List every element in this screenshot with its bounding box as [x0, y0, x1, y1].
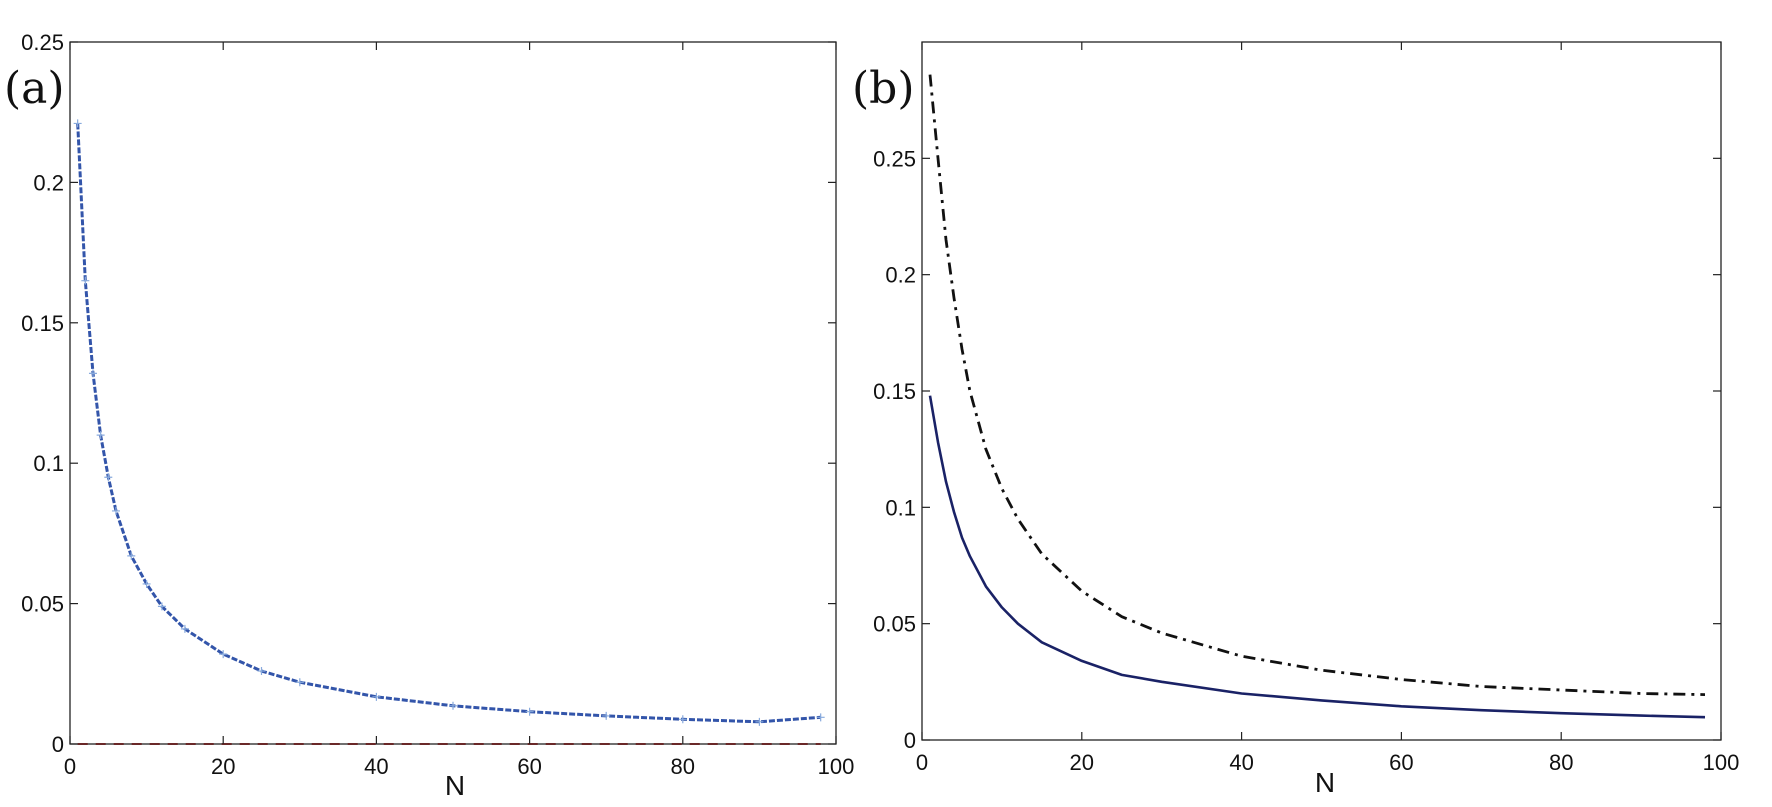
x-axis-label: N — [1315, 767, 1335, 798]
panel-a: 0 20 40 60 80 100 0 0.05 0.1 0.15 0.2 0.25 N (a) — [4, 30, 854, 801]
data-point — [88, 369, 97, 378]
data-point — [127, 551, 136, 560]
data-point — [449, 701, 457, 710]
data-point — [142, 579, 151, 588]
series-line-2 — [928, 395, 1706, 719]
data-point — [96, 431, 105, 440]
x-tick-label: 60 — [517, 754, 541, 779]
data-point — [816, 713, 825, 722]
y-tick-label: 0.05 — [21, 592, 64, 617]
y-tick-label: 0.15 — [21, 311, 64, 336]
x-tick-label: 20 — [1070, 750, 1094, 775]
data-point — [219, 650, 228, 659]
data-point — [755, 717, 764, 726]
x-tick-label: 80 — [1549, 750, 1573, 775]
data-point — [111, 506, 120, 515]
x-tick-label: 60 — [1389, 750, 1413, 775]
data-point — [602, 711, 611, 720]
x-tick-label: 80 — [671, 754, 695, 779]
data-point — [104, 473, 113, 482]
x-tick-label: 100 — [1703, 750, 1740, 775]
x-tick-label: 100 — [818, 754, 855, 779]
y-tick-label: 0.2 — [33, 170, 64, 195]
data-point — [73, 119, 82, 128]
data-point — [372, 692, 381, 701]
data-point — [157, 602, 166, 611]
data-point — [525, 707, 534, 716]
data-point — [257, 666, 266, 675]
x-tick-label: 0 — [64, 754, 76, 779]
data-point — [678, 715, 687, 724]
y-tick-label: 0.15 — [873, 379, 916, 404]
x-tick-label: 40 — [364, 754, 388, 779]
panel-b: 0 20 40 60 80 100 0 0.05 0.1 0.15 0.2 0.25 N (b) — [852, 41, 1740, 798]
y-tick-label: 0.1 — [33, 451, 64, 476]
series-line-1 — [76, 123, 821, 724]
data-point — [295, 678, 304, 687]
x-tick-label: 20 — [211, 754, 235, 779]
y-tick-label: 0.2 — [885, 263, 916, 288]
plot-frame — [921, 41, 1722, 741]
y-tick-label: 0 — [904, 728, 916, 753]
data-point — [81, 276, 90, 285]
x-axis-label: N — [445, 770, 465, 801]
panel-label: (b) — [852, 63, 915, 114]
y-tick-label: 0.25 — [873, 146, 916, 171]
data-point — [180, 624, 189, 633]
y-tick-label: 0 — [52, 732, 64, 757]
x-tick-label: 40 — [1229, 750, 1253, 775]
series-line-1 — [928, 74, 1706, 696]
plot-frame — [69, 41, 837, 745]
y-tick-label: 0.05 — [873, 612, 916, 637]
panel-label: (a) — [4, 63, 65, 114]
y-tick-label: 0.1 — [885, 495, 916, 520]
y-tick-label: 0.25 — [21, 30, 64, 55]
x-tick-label: 0 — [916, 750, 928, 775]
